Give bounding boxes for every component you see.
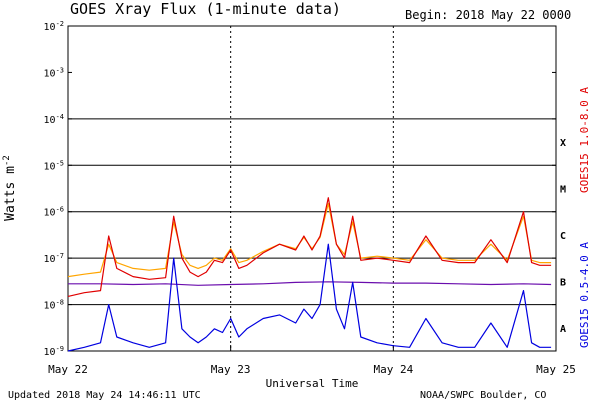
y-tick-label: 10-3: [44, 66, 64, 79]
x-tick-label: May 23: [211, 363, 251, 376]
x-tick-label: May 25: [536, 363, 576, 376]
flare-class-label: C: [560, 231, 566, 242]
flare-class-label: X: [560, 138, 566, 149]
y-tick-label: 10-6: [44, 206, 64, 219]
y-tick-base: 10: [44, 208, 56, 219]
y-tick-label: 10-9: [44, 345, 64, 358]
y-axis-label: Watts m-2: [2, 155, 18, 221]
series-line: [67, 197, 552, 297]
legend: GOES15 1.0-8.0 A GOES15 0.5-4.0 A: [578, 87, 591, 348]
day-gridlines: [230, 26, 394, 351]
x-axis-label: Universal Time: [266, 377, 359, 390]
legend-entry: GOES15 1.0-8.0 A: [578, 87, 591, 193]
y-tick-base: 10: [44, 22, 56, 33]
y-tick-exponent: -8: [56, 299, 64, 307]
y-axis-label-text: Watts m-2: [2, 155, 18, 221]
y-tick-label: 10-8: [44, 299, 64, 312]
y-tick-exponent: -6: [56, 206, 64, 214]
y-tick-label: 10-2: [44, 20, 64, 33]
source-credit: NOAA/SWPC Boulder, CO: [420, 390, 546, 400]
chart-title: GOES Xray Flux (1-minute data): [70, 0, 341, 18]
plot-frame: [67, 25, 557, 352]
y-tick-base: 10: [44, 161, 56, 172]
y-tick-exponent: -4: [56, 113, 64, 121]
y-tick-base: 10: [44, 115, 56, 126]
legend-entry: GOES15 0.5-4.0 A: [578, 242, 591, 348]
flare-class-gridlines: [68, 118, 556, 306]
y-tick-label: 10-4: [44, 113, 64, 126]
y-tick-exponent: -2: [56, 20, 64, 28]
y-axis-label-main: Watts m: [3, 166, 18, 221]
y-tick-exponent: -5: [56, 159, 64, 167]
x-tick-label: May 24: [373, 363, 413, 376]
y-tick-base: 10: [44, 347, 56, 358]
x-tick-labels: May 22 May 23 May 24 May 25: [48, 345, 576, 376]
y-axis-label-superscript: -2: [2, 155, 12, 166]
series-line: [68, 281, 552, 286]
y-tick-base: 10: [44, 254, 56, 265]
flare-class-label: A: [560, 324, 566, 335]
flare-class-labels: X M C B A: [560, 138, 566, 335]
begin-date-label: Begin: 2018 May 22 0000: [405, 8, 571, 22]
y-tick-exponent: -9: [56, 345, 64, 353]
y-tick-label: 10-7: [44, 252, 64, 265]
y-tick-labels: 10-210-310-410-510-610-710-810-9: [44, 20, 556, 358]
y-tick-label: 10-5: [44, 159, 64, 172]
y-tick-base: 10: [44, 68, 56, 79]
series-line: [67, 202, 552, 278]
flare-class-label: M: [560, 185, 566, 196]
y-tick-exponent: -7: [56, 252, 64, 260]
flux-series: [67, 197, 552, 352]
updated-timestamp: Updated 2018 May 24 14:46:11 UTC: [8, 390, 201, 400]
y-tick-exponent: -3: [56, 66, 64, 74]
x-tick-label: May 22: [48, 363, 88, 376]
y-tick-base: 10: [44, 301, 56, 312]
series-line: [67, 243, 552, 352]
flare-class-label: B: [560, 277, 566, 288]
